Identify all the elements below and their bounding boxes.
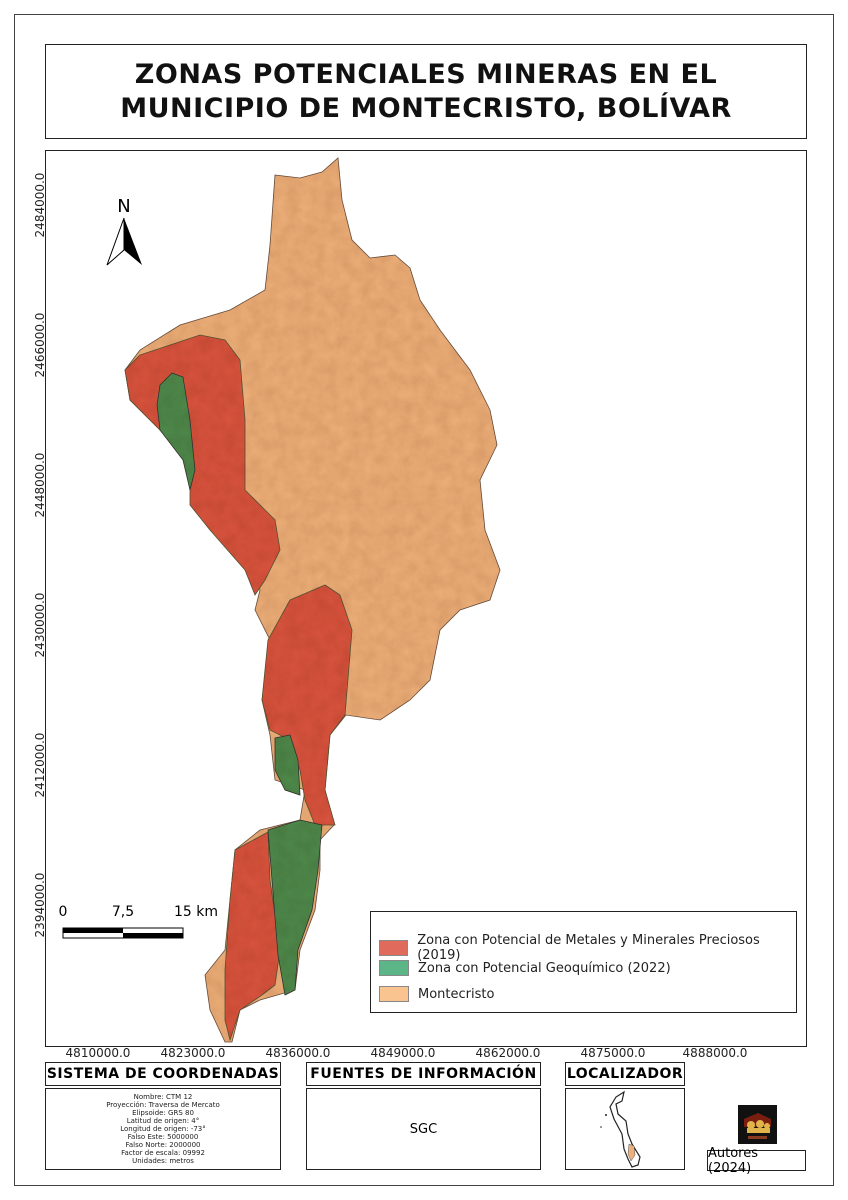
crs-line: Elipsoide: GRS 80 [132, 1109, 194, 1117]
y-tick: 2412000.0 [33, 732, 47, 798]
legend-swatch [379, 960, 409, 976]
metales-zone-center [261, 584, 352, 825]
geoquimico-zone-south [267, 819, 322, 996]
legend-item-geoquimico: Zona con Potencial Geoquímico (2022) [379, 960, 671, 976]
x-tick: 4849000.0 [370, 1046, 436, 1060]
y-tick: 2430000.0 [33, 592, 47, 658]
cedins-logo [738, 1105, 777, 1144]
crs-line: Longitud de origen: -73° [120, 1125, 206, 1133]
legend-label: Zona con Potencial de Metales y Minerale… [417, 933, 760, 963]
legend-item-metales: Zona con Potencial de Metales y Minerale… [379, 933, 796, 963]
sources-text: SGC [306, 1088, 541, 1170]
x-tick: 4888000.0 [682, 1046, 748, 1060]
coordinate-system-header: SISTEMA DE COORDENADAS [45, 1062, 281, 1086]
sources-header: FUENTES DE INFORMACIÓN [306, 1062, 541, 1086]
map-canvas: N 0 7,5 15 km [58, 156, 500, 1042]
legend: Zona con Potencial de Metales y Minerale… [370, 911, 797, 1013]
credits: Autores (2024) [707, 1146, 806, 1176]
y-tick: 2484000.0 [33, 172, 47, 238]
map-frame: N 0 7,5 15 km [45, 150, 807, 1047]
legend-swatch [379, 986, 409, 1002]
metales-zone-south [224, 830, 280, 1041]
north-arrow-icon [106, 217, 142, 265]
scale-bar [62, 927, 183, 938]
x-tick: 4862000.0 [475, 1046, 541, 1060]
crs-line: Unidades: metros [132, 1157, 194, 1165]
crs-line: Factor de escala: 09992 [121, 1149, 205, 1157]
geoquimico-zone-center [274, 734, 300, 796]
x-tick: 4823000.0 [160, 1046, 226, 1060]
crs-line: Falso Este: 5000000 [127, 1133, 199, 1141]
locator-header: LOCALIZADOR [565, 1062, 685, 1086]
locator-map-drawing [600, 1090, 641, 1168]
crs-line: Latitud de origen: 4° [126, 1117, 200, 1125]
scale-label-mid: 7,5 [111, 904, 133, 920]
legend-swatch [379, 940, 409, 956]
crs-line: Nombre: CTM 12 [133, 1093, 193, 1101]
y-tick: 2394000.0 [33, 872, 47, 938]
map-title: ZONAS POTENCIALES MINERAS EN EL MUNICIPI… [45, 44, 807, 139]
locator-map [565, 1088, 685, 1170]
crs-line: Falso Norte: 2000000 [125, 1141, 201, 1149]
north-label: N [117, 196, 130, 217]
legend-label: Montecristo [418, 986, 495, 1002]
x-tick: 4836000.0 [265, 1046, 331, 1060]
crs-line: Proyección: Traversa de Mercato [106, 1101, 220, 1109]
geoquimico-zone-north [156, 372, 195, 490]
scale-label-0: 0 [58, 904, 67, 920]
scale-label-end: 15 km [173, 904, 217, 920]
y-tick: 2448000.0 [33, 452, 47, 518]
y-tick: 2466000.0 [33, 312, 47, 378]
x-tick: 4875000.0 [580, 1046, 646, 1060]
coordinate-system-details: Nombre: CTM 12 Proyección: Traversa de M… [45, 1088, 281, 1170]
x-tick: 4810000.0 [65, 1046, 131, 1060]
legend-item-montecristo: Montecristo [379, 986, 494, 1002]
legend-label: Zona con Potencial Geoquímico (2022) [418, 960, 671, 976]
